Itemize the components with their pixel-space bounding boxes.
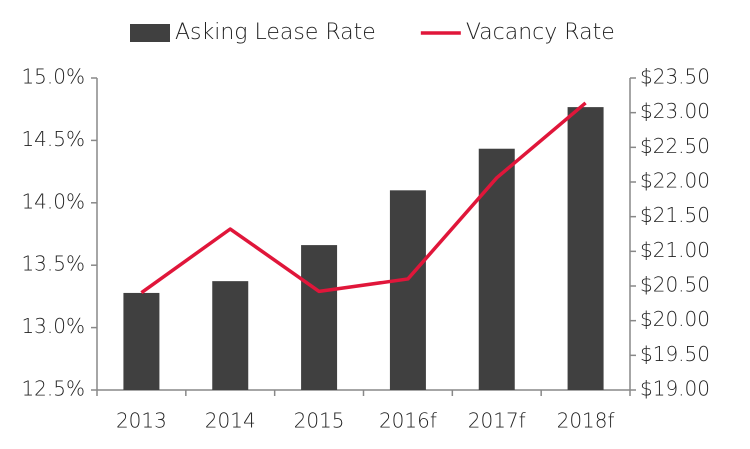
y2-tick-label: $23.50 (640, 65, 710, 89)
legend-label: Vacancy Rate (466, 20, 615, 45)
y2-tick-label: $20.50 (640, 273, 710, 297)
legend-label: Asking Lease Rate (175, 20, 376, 45)
y-tick-label: 14.5% (21, 127, 85, 151)
x-tick-label: 2017f (468, 409, 526, 433)
y-tick-label: 14.0% (21, 189, 85, 213)
y-tick-label: 13.0% (21, 314, 85, 338)
y2-tick-label: $23.00 (640, 99, 710, 123)
bar (389, 190, 426, 390)
bar (567, 107, 604, 391)
legend-swatch (130, 24, 170, 42)
y2-tick-label: $22.50 (640, 134, 710, 158)
y-tick-label: 12.5% (21, 377, 85, 401)
y-tick-label: 15.0% (21, 65, 85, 89)
line (140, 101, 587, 295)
x-tick-label: 2013 (116, 409, 167, 433)
bar (123, 292, 160, 390)
y2-tick-label: $22.00 (640, 169, 710, 193)
y2-tick-label: $19.50 (640, 342, 710, 366)
y2-tick-label: $21.50 (640, 203, 710, 227)
y-tick-label: 13.5% (21, 252, 85, 276)
bar (212, 281, 249, 390)
bar (301, 245, 338, 390)
y2-tick-label: $21.00 (640, 238, 710, 262)
x-tick-label: 2018f (557, 409, 615, 433)
x-tick-label: 2014 (205, 409, 256, 433)
bar (478, 148, 515, 390)
x-tick-label: 2015 (294, 409, 345, 433)
x-tick-label: 2016f (379, 409, 437, 433)
y2-tick-label: $20.00 (640, 307, 710, 331)
y2-tick-label: $19.00 (640, 377, 710, 401)
